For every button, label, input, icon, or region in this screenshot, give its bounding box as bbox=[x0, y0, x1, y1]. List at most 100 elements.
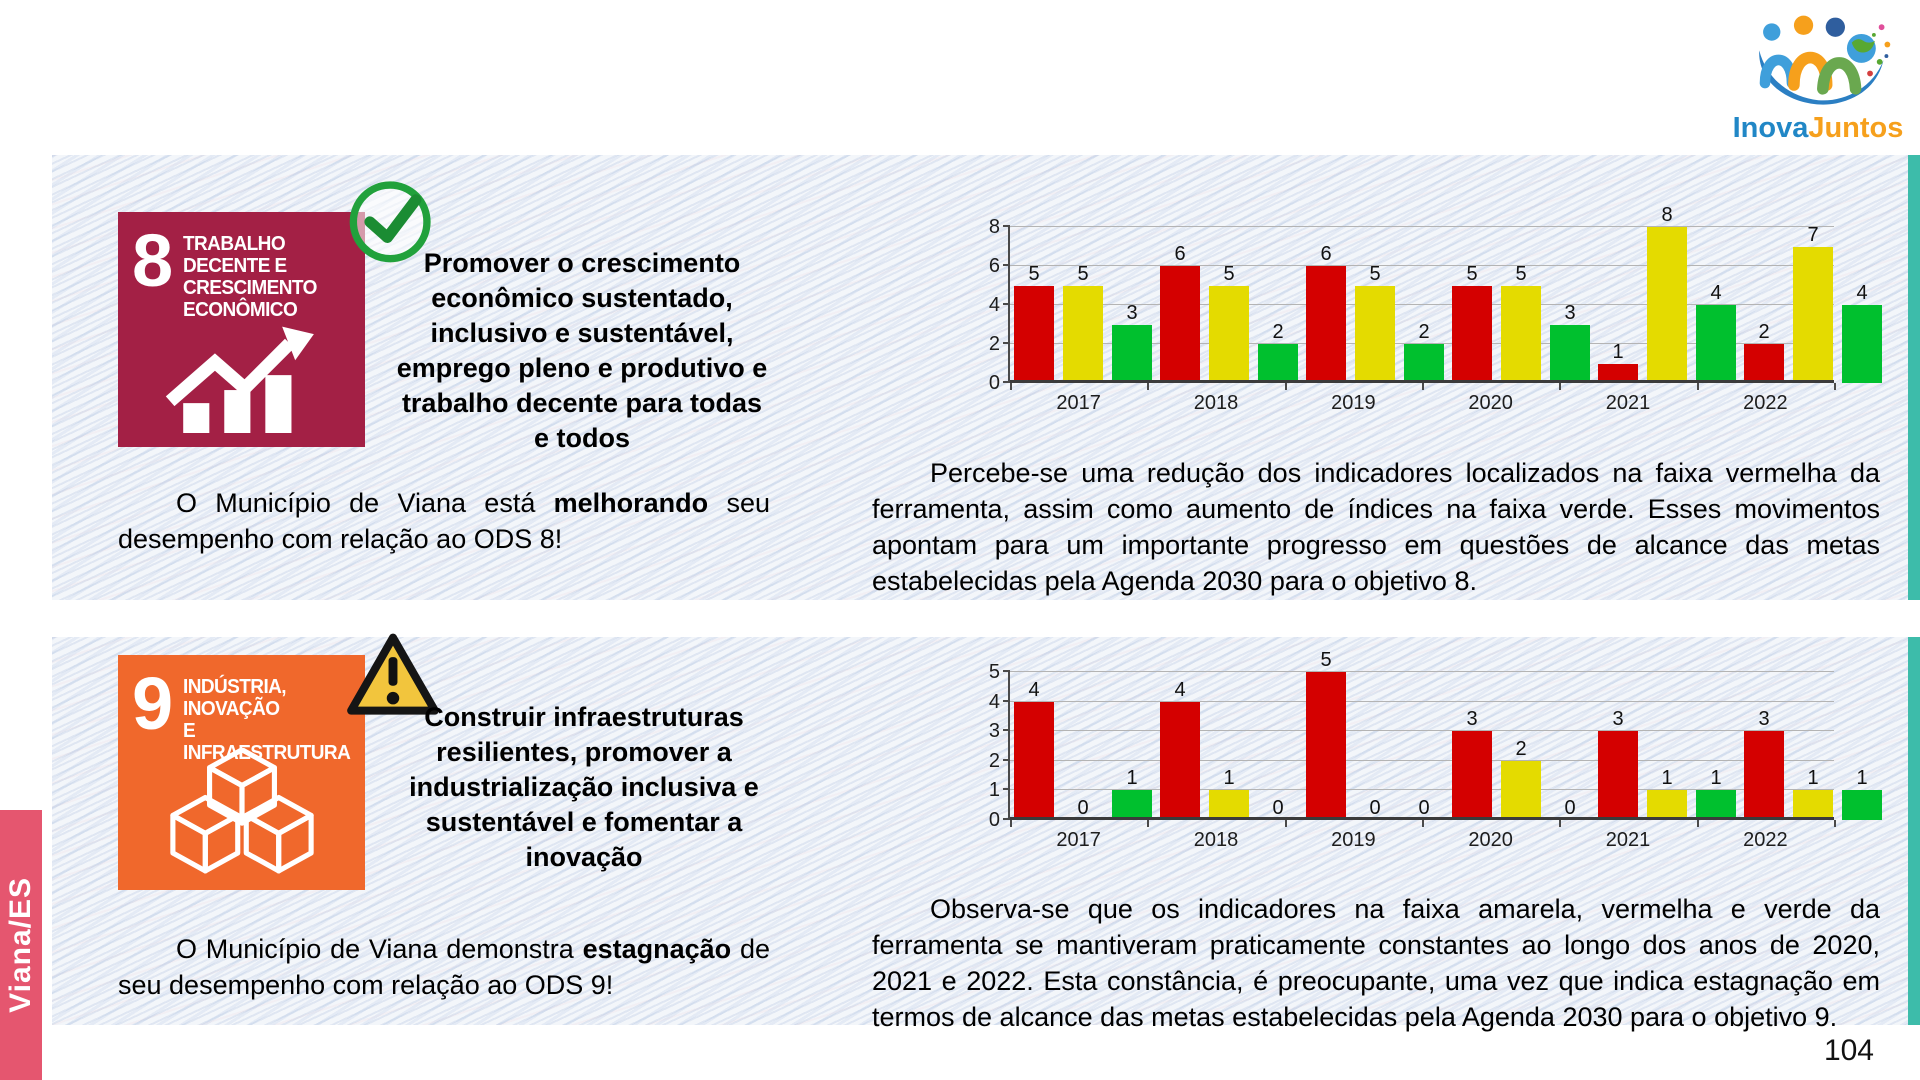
bar-slot: 1 bbox=[1842, 672, 1882, 820]
ods9-performance-pre: O Município de Viana demonstra bbox=[176, 934, 574, 964]
bar-value-label: 0 bbox=[1418, 797, 1430, 819]
ods9-analysis-text: Observa-se que os indicadores na faixa a… bbox=[872, 894, 1880, 1032]
faixa-verde-bar bbox=[1404, 344, 1444, 383]
faixa-amarela-bar bbox=[1501, 760, 1541, 820]
bar-slot: 7 bbox=[1793, 223, 1833, 383]
faixa-amarela-bar bbox=[1647, 790, 1687, 820]
year-group-2022: 2 7 4 bbox=[1740, 223, 1886, 383]
logo-text-juntos: Juntos bbox=[1808, 112, 1904, 144]
bar-slot: 2 bbox=[1744, 227, 1784, 383]
bar-value-label: 1 bbox=[1807, 767, 1819, 790]
bar-value-label: 0 bbox=[1272, 797, 1284, 819]
x-tick-label: 2021 bbox=[1605, 829, 1651, 851]
faixa-vermelha-bar bbox=[1014, 701, 1054, 820]
bar-slot: 4 bbox=[1696, 227, 1736, 383]
x-tick-label: 2020 bbox=[1468, 829, 1513, 851]
bar-slot: 3 bbox=[1744, 672, 1784, 820]
x-tick-mark bbox=[1422, 383, 1424, 390]
y-tick-mark bbox=[1003, 342, 1010, 344]
faixa-verde-bar bbox=[1842, 790, 1882, 820]
gridline bbox=[1010, 265, 1834, 266]
y-tick-mark bbox=[1003, 788, 1010, 791]
bar-value-label: 8 bbox=[1661, 204, 1673, 226]
bar-slot: 0 bbox=[1355, 672, 1395, 820]
y-tick-label: 0 bbox=[988, 372, 1000, 394]
bar-slot: 2 bbox=[1258, 227, 1298, 383]
y-tick-label: 5 bbox=[988, 661, 1000, 683]
inovajuntos-logo: InovaJuntos bbox=[1732, 6, 1904, 143]
x-tick-label: 2019 bbox=[1331, 392, 1376, 414]
y-tick-mark bbox=[1003, 670, 1010, 672]
y-tick-label: 1 bbox=[988, 779, 1000, 802]
faixa-amarela-bar bbox=[1793, 790, 1833, 820]
chart-plot-area: 0 2 4 6 8 2017 2018 2019 2020 2021 2022 5 5 3 6 5 2 6 5 2 5 5… bbox=[989, 205, 1882, 414]
year-group-2020: 3 2 0 bbox=[1448, 672, 1594, 820]
bar-value-label: 2 bbox=[1758, 321, 1770, 343]
bar-slot: 3 bbox=[1550, 227, 1590, 383]
bar-value-label: 5 bbox=[1223, 262, 1235, 285]
gridline bbox=[1010, 759, 1834, 761]
y-tick-mark bbox=[1003, 264, 1010, 266]
bar-value-label: 4 bbox=[1710, 282, 1722, 304]
ods9-performance-highlight: estagnação bbox=[582, 934, 732, 964]
y-tick-label: 4 bbox=[988, 690, 1000, 713]
faixa-vermelha-bar bbox=[1306, 672, 1346, 820]
y-tick-label: 3 bbox=[988, 720, 1000, 743]
bar-value-label: 1 bbox=[1612, 340, 1624, 363]
x-tick-label: 2018 bbox=[1193, 829, 1239, 851]
x-tick-mark bbox=[1696, 820, 1699, 827]
ods8-indicators-chart: 0 2 4 6 8 2017 2018 2019 2020 2021 2022 5 5 3 6 5 2 6 5 2 5 5… bbox=[989, 205, 1882, 414]
bar-value-label: 6 bbox=[1174, 243, 1186, 265]
bar-value-label: 1 bbox=[1223, 767, 1235, 790]
warning-icon bbox=[347, 633, 439, 715]
faixa-vermelha-bar bbox=[1744, 344, 1784, 383]
bar-value-label: 3 bbox=[1126, 301, 1138, 324]
ods8-performance-text: O Município de Viana está melhorando seu… bbox=[118, 485, 770, 558]
ods8-goal-card: 8 TRABALHO DECENTE E CRESCIMENTO ECONÔMI… bbox=[118, 212, 365, 447]
bar-slot: 0 bbox=[1404, 672, 1444, 820]
faixa-verde-bar bbox=[1112, 324, 1152, 383]
x-tick-label: 2021 bbox=[1605, 392, 1651, 414]
faixa-vermelha-bar bbox=[1744, 731, 1784, 820]
bar-value-label: 7 bbox=[1807, 223, 1819, 246]
bar-value-label: 3 bbox=[1466, 708, 1478, 731]
year-group-2019: 5 0 0 bbox=[1302, 650, 1448, 820]
ods8-goal-header: 8 TRABALHO DECENTE E CRESCIMENTO ECONÔMI… bbox=[132, 219, 351, 321]
y-tick-mark bbox=[1003, 818, 1010, 820]
bar-value-label: 1 bbox=[1856, 767, 1868, 790]
bar-slot: 3 bbox=[1112, 227, 1152, 383]
faixa-amarela-bar bbox=[1355, 285, 1395, 383]
year-group-2019: 6 5 2 bbox=[1302, 227, 1448, 383]
bar-slot: 4 bbox=[1014, 672, 1054, 820]
bar-slot: 5 bbox=[1452, 227, 1492, 383]
bar-slot: 5 bbox=[1355, 227, 1395, 383]
ods8-analysis-text: Percebe-se uma redução dos indicadores l… bbox=[872, 458, 1880, 596]
y-tick-label: 2 bbox=[988, 749, 1000, 772]
faixa-vermelha-bar bbox=[1598, 363, 1638, 383]
logo-text-inova: Inova bbox=[1732, 112, 1809, 144]
faixa-amarela-bar bbox=[1063, 285, 1103, 383]
x-tick-label: 2018 bbox=[1193, 392, 1239, 414]
gridline bbox=[1010, 789, 1834, 791]
chart-bar-groups: 5 5 3 6 5 2 6 5 2 5 5 3 1 8 4 2 7 4 bbox=[1010, 205, 1882, 383]
x-tick-mark bbox=[1147, 820, 1150, 827]
x-tick-label: 2017 bbox=[1056, 829, 1101, 851]
faixa-verde-bar bbox=[1696, 305, 1736, 383]
bar-slot: 0 bbox=[1063, 672, 1103, 820]
bar-slot: 6 bbox=[1160, 227, 1200, 383]
x-tick-mark bbox=[1422, 820, 1424, 827]
bar-slot: 1 bbox=[1112, 672, 1152, 820]
bar-value-label: 5 bbox=[1077, 262, 1089, 285]
faixa-amarela-bar bbox=[1793, 246, 1833, 383]
x-tick-mark bbox=[1559, 820, 1562, 827]
bar-value-label: 3 bbox=[1564, 301, 1576, 324]
bar-value-label: 3 bbox=[1612, 708, 1624, 731]
chart-plot-area: 0 1 2 3 4 5 2017 2018 2019 2020 2021 2022 4 0 1 4 1 0 5 0 0 3… bbox=[989, 650, 1882, 851]
bar-slot: 5 bbox=[1306, 650, 1346, 820]
bar-slot: 3 bbox=[1598, 672, 1638, 820]
faixa-vermelha-bar bbox=[1160, 266, 1200, 383]
y-tick-label: 2 bbox=[988, 333, 1000, 355]
faixa-amarela-bar bbox=[1501, 285, 1541, 383]
ods8-goal-number: 8 bbox=[132, 219, 174, 302]
x-tick-label: 2019 bbox=[1331, 829, 1376, 851]
